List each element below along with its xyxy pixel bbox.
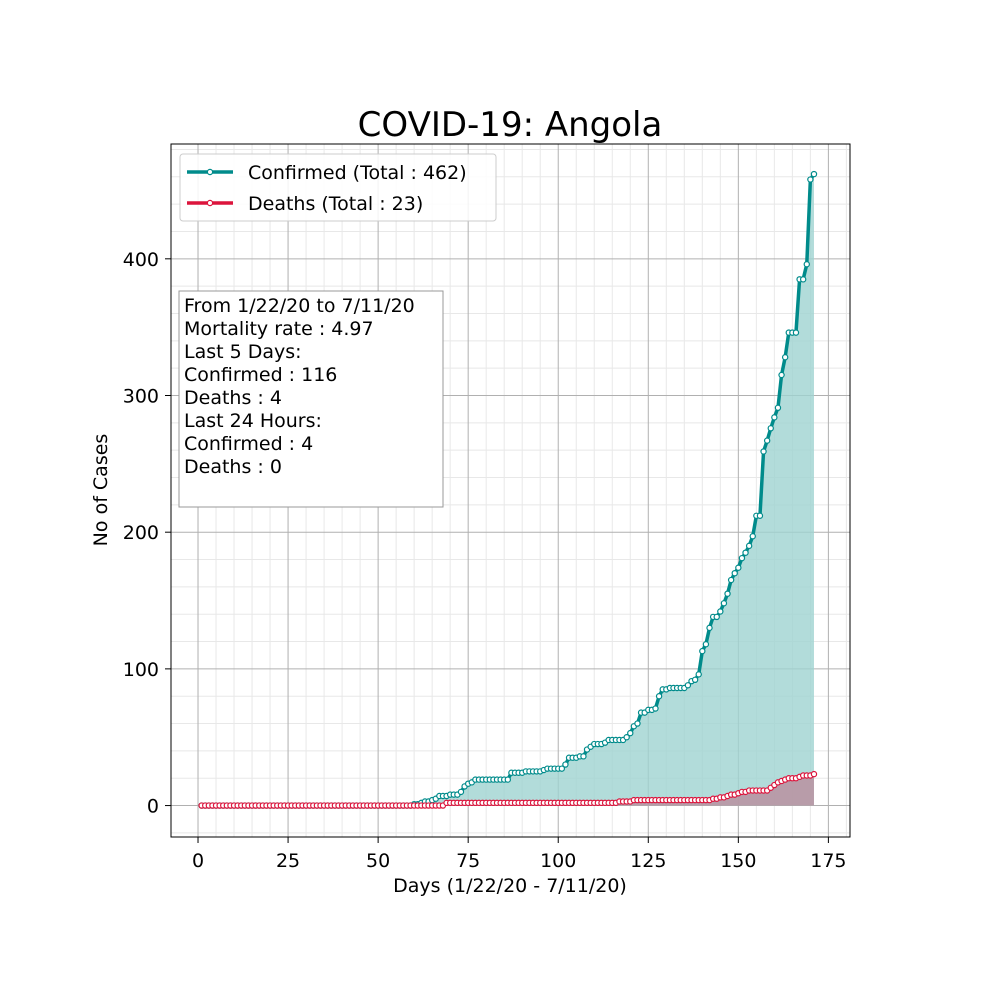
confirmed-point — [691, 676, 699, 684]
info-line: Mortality rate : 4.97 — [184, 318, 374, 340]
deaths-area — [201, 774, 814, 806]
confirmed-point — [749, 533, 756, 540]
x-tick-label: 125 — [630, 850, 666, 872]
confirmed-point — [727, 576, 735, 584]
info-line: Confirmed : 4 — [184, 433, 313, 455]
series-lines — [198, 170, 818, 809]
y-tick-label: 200 — [123, 522, 159, 544]
confirmed-point — [771, 414, 778, 421]
confirmed-point — [713, 613, 720, 621]
confirmed-point — [623, 734, 630, 741]
y-tick-label: 0 — [147, 796, 159, 818]
confirmed-point — [724, 590, 731, 597]
deaths-point — [810, 770, 818, 778]
y-tick-label: 100 — [123, 659, 159, 681]
confirmed-point — [763, 437, 771, 444]
confirmed-point — [742, 549, 749, 556]
confirmed-point — [774, 404, 782, 412]
confirmed-point — [634, 720, 641, 727]
confirmed-point — [792, 329, 800, 336]
x-tick-label: 0 — [192, 850, 204, 872]
confirmed-point — [781, 354, 789, 361]
x-tick-label: 100 — [540, 850, 576, 872]
confirmed-point — [738, 554, 746, 562]
x-tick-label: 25 — [276, 850, 300, 872]
confirmed-point — [699, 647, 706, 655]
x-axis-label: Days (1/22/20 - 7/11/20) — [393, 875, 627, 897]
confirmed-point — [799, 276, 807, 283]
info-line: Last 5 Days: — [184, 341, 302, 363]
info-box-frame — [178, 290, 444, 508]
confirmed-point — [810, 170, 818, 178]
confirmed-point — [684, 682, 692, 689]
plot-frame — [170, 143, 851, 838]
confirmed-point — [627, 729, 634, 737]
confirmed-point — [580, 753, 587, 760]
legend: Confirmed (Total : 462) Deaths (Total : 2… — [179, 153, 497, 222]
y-axis-label: No of Cases — [90, 434, 112, 547]
confirmed-point — [504, 776, 511, 783]
confirmed-point — [735, 564, 742, 571]
x-tick-label: 75 — [456, 850, 480, 872]
x-tick-label: 175 — [810, 850, 846, 872]
confirmed-point — [756, 512, 764, 519]
confirmed-point — [803, 261, 810, 268]
confirmed-point — [457, 788, 465, 796]
confirmed-point — [562, 761, 569, 768]
info-line: Deaths : 4 — [184, 387, 282, 409]
info-line: Last 24 Hours: — [184, 410, 322, 432]
chart-title: COVID-19: Angola — [358, 105, 663, 145]
confirmed-point — [652, 705, 659, 712]
confirmed-point — [720, 600, 728, 607]
y-tick-label: 400 — [123, 249, 159, 271]
confirmed-point — [655, 693, 663, 700]
legend-frame — [179, 153, 497, 222]
confirmed-point — [717, 608, 724, 615]
confirmed-point — [731, 569, 738, 577]
info-line: From 1/22/20 to 7/11/20 — [184, 295, 415, 317]
legend-swatch-marker-deaths — [206, 199, 214, 207]
info-line: Confirmed : 116 — [184, 364, 337, 386]
confirmed-area — [201, 174, 814, 806]
area-fills — [201, 174, 814, 806]
confirmed-point — [760, 448, 767, 455]
x-tick-label: 150 — [720, 850, 756, 872]
confirmed-point — [558, 765, 566, 772]
confirmed-point — [745, 542, 753, 550]
confirmed-point — [695, 671, 702, 678]
y-tick-label: 300 — [123, 386, 159, 408]
confirmed-point — [702, 641, 710, 648]
confirmed-point — [807, 176, 814, 183]
legend-label-confirmed: Confirmed (Total : 462) — [248, 162, 467, 184]
info-line: Deaths : 0 — [184, 456, 282, 478]
axis-ticks: 0 25 50 75 100 125 150 175 0 100 200 300 400 — [123, 249, 847, 872]
legend-label-deaths: Deaths (Total : 23) — [248, 193, 423, 215]
confirmed-point — [778, 371, 785, 379]
confirmed-point — [767, 425, 774, 432]
x-tick-label: 50 — [366, 850, 390, 872]
legend-swatch-marker-confirmed — [206, 168, 214, 176]
confirmed-point — [706, 624, 713, 632]
